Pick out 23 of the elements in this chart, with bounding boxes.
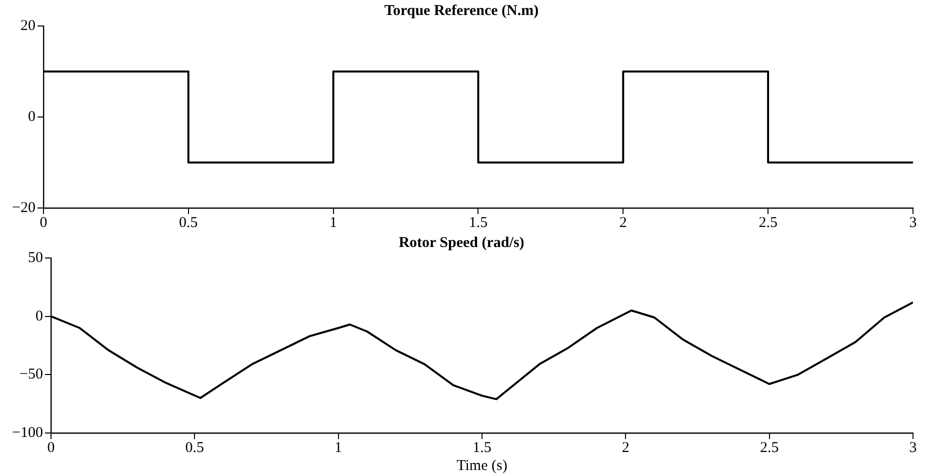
y-tick-label: 0 bbox=[28, 108, 36, 125]
chart-title: Rotor Speed (rad/s) bbox=[398, 234, 524, 251]
x-tick-label: 2.5 bbox=[760, 440, 779, 456]
x-tick-label: 1.5 bbox=[468, 214, 488, 231]
chart-title: Torque Reference (N.m) bbox=[384, 2, 539, 19]
y-tick-label: 20 bbox=[20, 18, 36, 34]
x-tick-label: 2 bbox=[619, 214, 627, 231]
y-tick-label: −50 bbox=[19, 366, 43, 383]
x-axis-title: Time (s) bbox=[456, 458, 508, 474]
x-tick-label: 0.5 bbox=[185, 440, 204, 456]
x-tick-label: 2.5 bbox=[758, 214, 778, 231]
y-tick-label: 0 bbox=[35, 308, 43, 324]
y-tick-label: −100 bbox=[12, 424, 43, 441]
x-tick-label: 1 bbox=[330, 214, 338, 231]
x-tick-label: 1.5 bbox=[472, 440, 492, 456]
y-tick-label: −20 bbox=[12, 200, 36, 216]
x-tick-label: 3 bbox=[909, 440, 917, 456]
x-tick-label: 3 bbox=[909, 214, 917, 231]
x-tick-label: 0.5 bbox=[179, 214, 198, 231]
x-tick-label: 0 bbox=[47, 440, 55, 456]
y-tick-label: 50 bbox=[28, 250, 43, 266]
x-tick-label: 1 bbox=[334, 440, 342, 456]
x-tick-label: 2 bbox=[622, 440, 630, 456]
